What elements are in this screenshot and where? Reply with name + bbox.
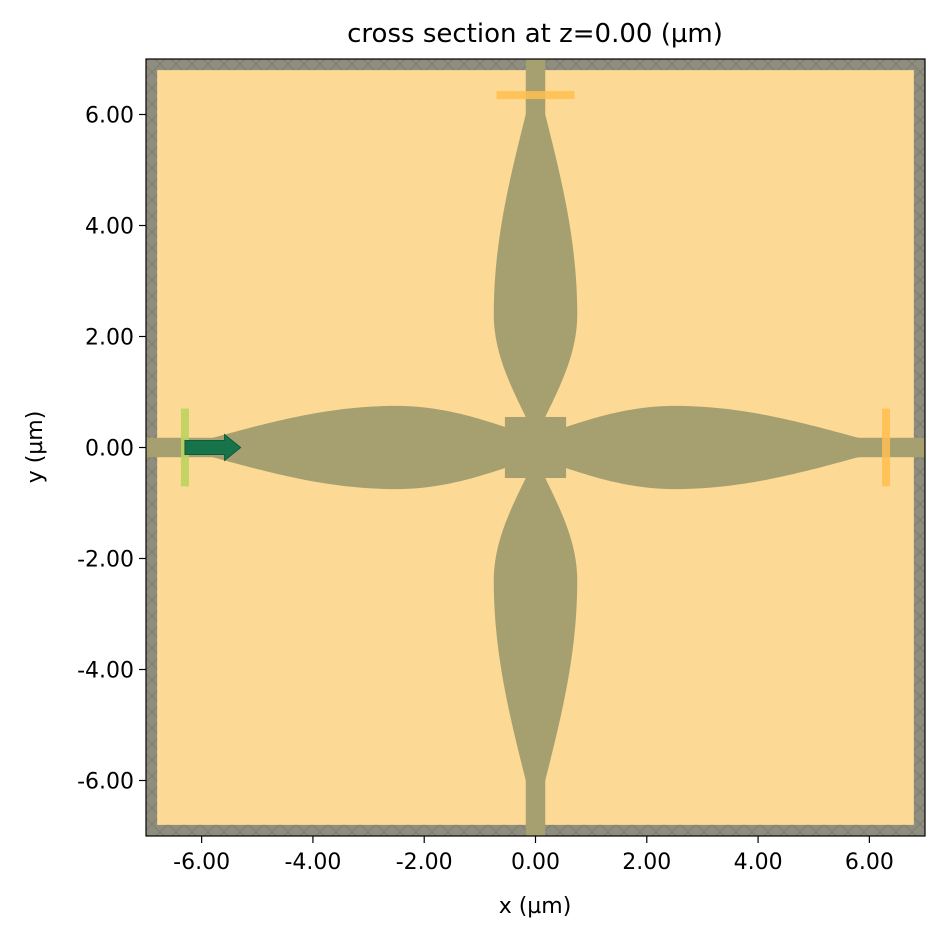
- monitor-2: [496, 91, 575, 100]
- vertical-lobe-1: [493, 114, 578, 417]
- y-tick-label: 2.00: [85, 326, 134, 351]
- x-tick-label: 2.00: [622, 850, 671, 875]
- x-axis-label: x (µm): [499, 894, 572, 919]
- monitor-1: [882, 408, 891, 487]
- x-tick-label: 4.00: [734, 850, 783, 875]
- y-tick-label: 0.00: [85, 437, 134, 462]
- x-tick-label: 0.00: [511, 850, 560, 875]
- y-tick-label: -6.00: [77, 770, 134, 795]
- source-direction-arrow: [184, 433, 242, 462]
- x-tick-label: -4.00: [284, 850, 341, 875]
- x-tick-label: -6.00: [173, 850, 230, 875]
- y-tick-label: 4.00: [85, 215, 134, 240]
- plot-area: [146, 59, 925, 836]
- center-square: [504, 416, 567, 479]
- y-tick-label: -4.00: [77, 659, 134, 684]
- monitor-group: [496, 91, 891, 487]
- horizontal-lobe-2: [535, 405, 859, 490]
- y-axis: 6.00 4.00 2.00 0.00 -2.00 -4.00 -6.00: [77, 104, 146, 795]
- horizontal-lobe-1: [212, 405, 536, 490]
- structure-group: [146, 59, 925, 836]
- vertical-lobe-2: [493, 478, 578, 781]
- x-tick-label: -2.00: [396, 850, 453, 875]
- x-axis: -6.00 -4.00 -2.00 0.00 2.00 4.00 6.00: [173, 836, 894, 875]
- y-tick-label: 6.00: [85, 104, 134, 129]
- x-tick-label: 6.00: [845, 850, 894, 875]
- source-group: [180, 408, 242, 487]
- y-axis-label: y (µm): [23, 411, 48, 484]
- chart-title: cross section at z=0.00 (µm): [347, 19, 723, 49]
- y-tick-label: -2.00: [77, 548, 134, 573]
